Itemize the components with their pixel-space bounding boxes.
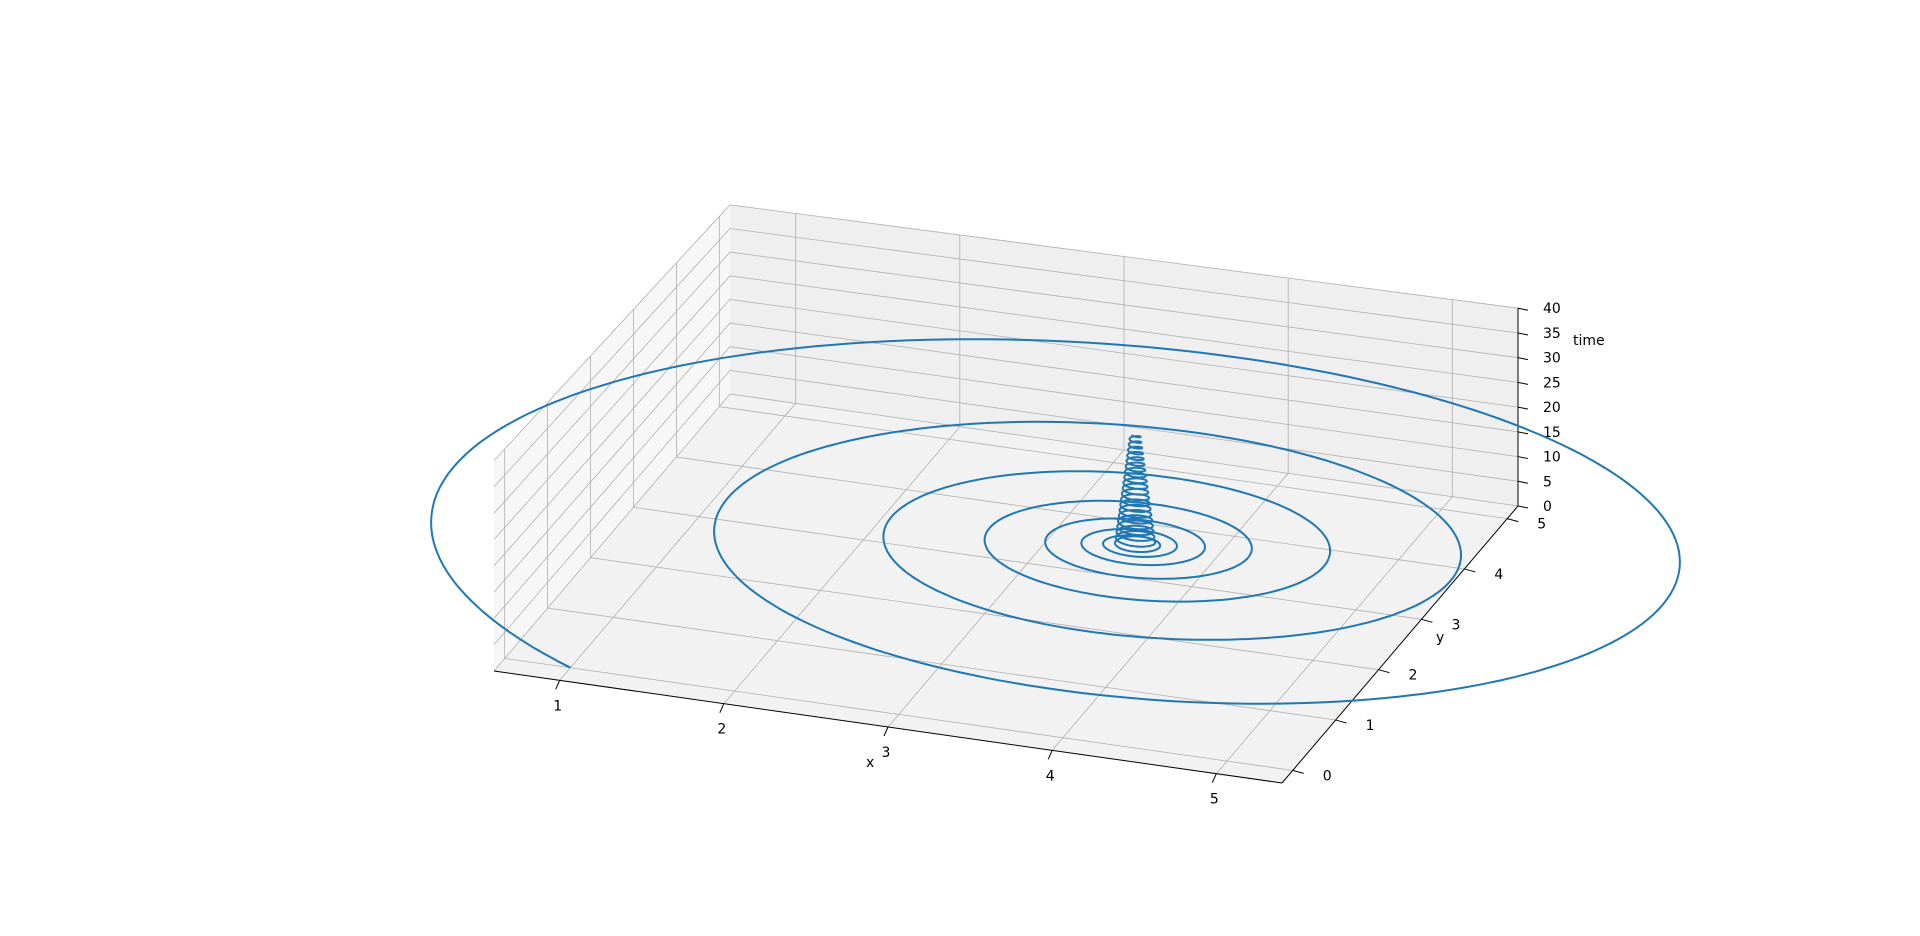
left-wall-pane [494,204,730,672]
x-tick [555,680,561,690]
y-tick-label: 5 [1537,517,1546,533]
z-tick [1517,480,1529,484]
x-tick [1047,750,1053,760]
x-tick [719,703,725,713]
y-tick [1335,719,1347,724]
z-gridline [493,204,1519,461]
z-tick-label: 0 [1543,499,1552,515]
z-tick [1517,505,1529,509]
z-axis-label: time [1573,333,1605,349]
z-tick-label: 30 [1543,351,1561,367]
y-tick [1464,568,1476,573]
y-tick [1507,518,1519,523]
y-tick [1378,669,1390,674]
x-tick-label: 4 [1046,768,1055,784]
z-gridline [493,393,1519,672]
x-tick [883,726,889,737]
x-tick-label: 2 [717,722,726,738]
y-axis-label: y [1436,630,1444,646]
series-line [430,338,1681,705]
x-tick-label: 5 [1210,792,1219,808]
z-tick [1517,357,1529,361]
z-tick-label: 5 [1543,474,1552,490]
z-tick-label: 20 [1543,400,1561,416]
y-tick-label: 0 [1323,768,1332,784]
axis-panes [494,204,1518,783]
z-tick [1517,431,1529,435]
y-tick-label: 4 [1494,567,1503,583]
z-tick [1517,381,1529,385]
series-curve [430,338,1681,705]
z-gridline [493,369,1519,645]
z-tick-label: 35 [1543,326,1561,342]
z-gridline [493,298,1519,567]
z-gridline [493,228,1519,488]
z-gridline [493,346,1519,619]
y-tick-label: 2 [1409,668,1418,684]
y-tick [1292,769,1304,774]
x-axis-label: x [866,755,874,771]
z-gridline [493,251,1519,514]
z-tick-label: 25 [1543,375,1561,391]
z-tick-label: 10 [1543,450,1561,466]
grid-lines [493,204,1519,774]
z-tick [1517,456,1529,460]
z-tick-label: 15 [1543,425,1561,441]
z-tick [1517,406,1529,410]
y-axis-line [1281,505,1519,784]
z-gridline [493,275,1519,540]
y-tick [1421,618,1433,623]
x-tick-label: 1 [553,698,562,714]
tick-marks: 1 2 3 4 5 0 1 2 3 4 5 0 5 10 15 20 25 30 35 40 [553,301,1561,807]
x-tick-label: 3 [882,745,891,761]
z-gridline [493,322,1519,593]
y-tick-label: 3 [1451,617,1460,633]
y-tick-label: 1 [1366,718,1375,734]
x-tick [1211,773,1217,783]
z-tick [1517,307,1529,311]
z-tick [1517,332,1529,336]
z-tick-label: 40 [1543,301,1561,317]
